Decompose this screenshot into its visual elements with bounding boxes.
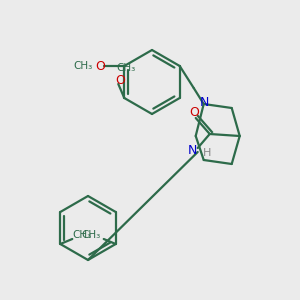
Text: O: O — [189, 106, 199, 119]
Text: O: O — [95, 59, 105, 73]
Text: CH₃: CH₃ — [81, 230, 100, 240]
Text: CH₃: CH₃ — [73, 230, 92, 240]
Text: CH₃: CH₃ — [117, 63, 136, 73]
Text: O: O — [115, 74, 125, 86]
Text: N: N — [200, 97, 209, 110]
Text: H: H — [202, 148, 211, 158]
Text: CH₃: CH₃ — [74, 61, 93, 71]
Text: N: N — [188, 143, 197, 157]
